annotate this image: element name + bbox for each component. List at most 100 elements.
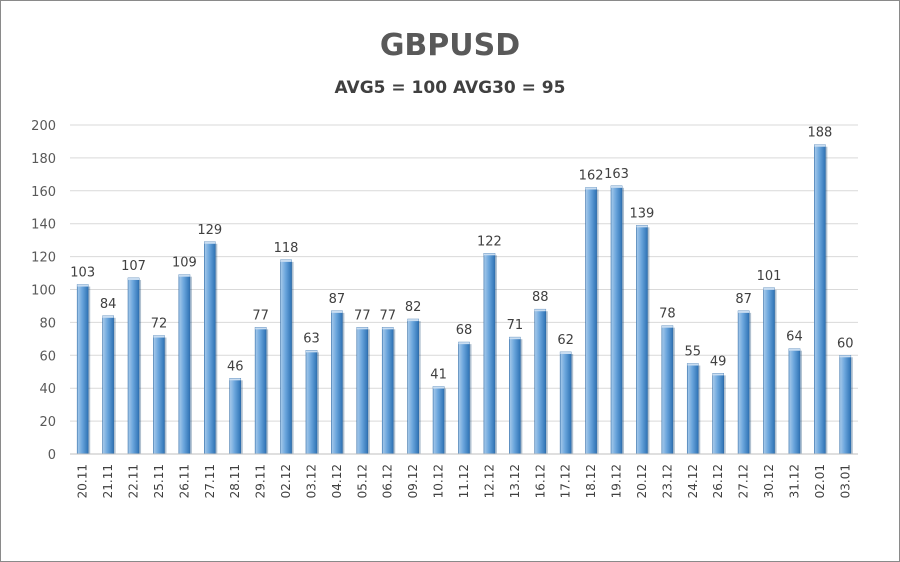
bar-group: 77: [379, 308, 396, 455]
x-tick-label: 28.11: [228, 464, 242, 498]
bar-group: 88: [532, 290, 549, 455]
bar: [127, 277, 140, 455]
bar: [153, 335, 165, 455]
x-tick-label: 02.12: [279, 464, 293, 498]
bar: [407, 318, 419, 455]
x-tick-label: 13.12: [508, 464, 522, 498]
data-label: 122: [477, 234, 502, 249]
bar-cap: [178, 274, 190, 277]
x-tick-label: 20.12: [635, 464, 649, 498]
bar-cap: [509, 337, 521, 340]
x-tick-label: 10.12: [432, 464, 446, 498]
x-tick-label: 20.11: [76, 464, 90, 498]
x-tick-label: 24.12: [686, 464, 700, 498]
bar-group: 63: [303, 331, 320, 455]
data-label: 129: [197, 223, 222, 238]
bar: [686, 363, 699, 455]
y-tick-label: 140: [31, 218, 56, 233]
x-tick-label: 26.11: [177, 464, 191, 498]
bar-group: 72: [151, 317, 168, 455]
data-label: 163: [604, 167, 629, 182]
bar-group: 60: [837, 336, 854, 455]
bar-group: 41: [430, 368, 447, 455]
bar-cap: [763, 287, 775, 290]
bar-group: 55: [685, 345, 701, 455]
x-tick-label: 02.01: [813, 464, 827, 498]
data-label: 72: [151, 317, 168, 332]
x-tick-label: 26.12: [711, 464, 725, 498]
bar: [102, 315, 114, 455]
bar-group: 163: [604, 167, 629, 455]
bar: [204, 241, 216, 455]
bar-group: 49: [710, 354, 726, 455]
bar-cap: [738, 310, 750, 313]
bar-group: 87: [735, 292, 752, 455]
x-tick-label: 11.12: [457, 464, 471, 498]
data-label: 60: [837, 336, 854, 351]
data-label: 46: [227, 359, 244, 374]
data-label: 71: [507, 318, 524, 333]
data-label: 41: [430, 368, 447, 383]
bar-group: 82: [405, 300, 421, 455]
x-tick-label: 05.12: [355, 464, 369, 498]
y-tick-label: 0: [48, 448, 56, 463]
bar: [636, 225, 648, 455]
x-axis: 20.11 21.11 22.11 25.11 26.11 27.11 28.11 29.11…: [70, 453, 858, 498]
bar-cap: [585, 187, 597, 190]
data-label: 107: [121, 259, 146, 274]
x-tick-label: 16.12: [533, 464, 547, 498]
x-tick-label: 30.12: [762, 464, 776, 498]
bar: [280, 259, 292, 455]
x-tick-label: 18.12: [584, 464, 598, 498]
y-tick-label: 120: [31, 251, 56, 266]
bar-cap: [687, 363, 699, 366]
x-tick-label: 23.12: [660, 464, 674, 498]
bar: [509, 336, 521, 455]
bar-cap: [356, 327, 368, 330]
bar-cap: [77, 284, 89, 287]
data-label: 87: [329, 292, 346, 307]
x-tick-label: 04.12: [330, 464, 344, 498]
bar: [76, 284, 89, 455]
y-tick-label: 180: [31, 152, 56, 167]
bar: [305, 350, 318, 455]
x-tick-label: 27.12: [737, 464, 751, 498]
bar-cap: [712, 373, 724, 376]
bar-cap: [788, 348, 800, 351]
bar: [381, 327, 394, 455]
x-tick-label: 29.11: [254, 464, 268, 498]
bar-group: 101: [757, 269, 781, 455]
bar-cap: [331, 310, 343, 313]
bar-cap: [560, 352, 572, 355]
bar-group: 129: [197, 223, 222, 455]
x-tick-label: 27.11: [203, 464, 217, 498]
data-label: 103: [70, 266, 95, 281]
x-tick-label: 03.12: [304, 464, 318, 498]
bar: [432, 386, 445, 455]
bar-cap: [280, 259, 292, 262]
bar-group: 118: [274, 241, 298, 455]
data-label: 87: [735, 292, 752, 307]
x-tick-label: 09.12: [406, 464, 420, 498]
data-label: 88: [532, 290, 549, 305]
bar-cap: [814, 144, 826, 147]
bar: [737, 310, 750, 455]
bar-group: 62: [557, 333, 574, 455]
bar-cap: [229, 378, 241, 381]
data-label: 77: [379, 308, 396, 323]
bar: [229, 378, 242, 455]
bar: [661, 325, 674, 455]
data-label: 109: [172, 256, 197, 271]
bar-group: 46: [227, 359, 244, 455]
x-tick-label: 31.12: [787, 464, 801, 498]
bar-group: 162: [579, 169, 604, 455]
bar: [356, 327, 369, 455]
bar-group: 68: [456, 323, 472, 455]
bar-cap: [382, 327, 394, 330]
bar-group: 107: [121, 259, 146, 455]
data-label: 78: [659, 307, 676, 322]
data-label: 62: [557, 333, 574, 348]
y-tick-label: 60: [39, 349, 56, 364]
y-tick-label: 20: [39, 415, 56, 430]
